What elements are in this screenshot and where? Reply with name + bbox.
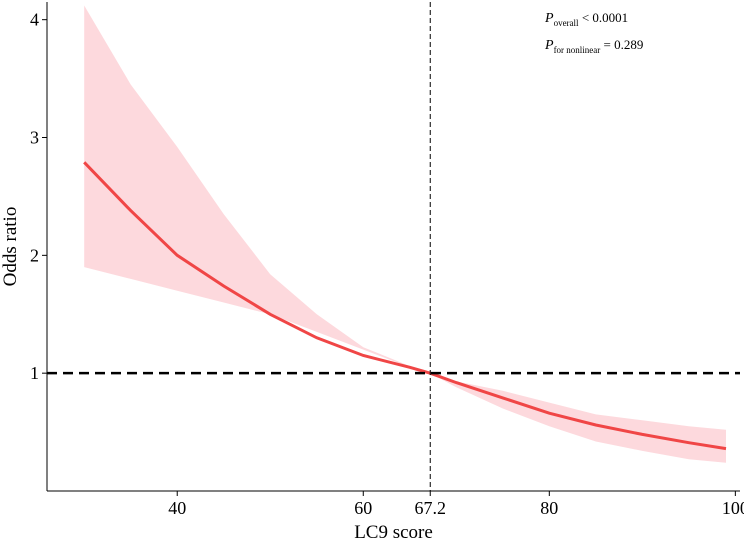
p-value-annotation: Pfor nonlinear = 0.289 <box>544 37 643 55</box>
x-tick-label: 67.2 <box>414 498 446 518</box>
x-tick-label: 100 <box>722 498 744 518</box>
y-tick-label: 3 <box>30 128 39 148</box>
p-value-annotation: Poverall < 0.0001 <box>544 10 628 28</box>
confidence-band <box>84 5 726 463</box>
odds-ratio-line <box>83 161 727 451</box>
y-tick-label: 4 <box>30 10 39 30</box>
x-axis-title: LC9 score <box>354 522 433 542</box>
x-tick-label: 80 <box>540 498 558 518</box>
x-tick-label: 40 <box>168 498 186 518</box>
x-tick-label: 60 <box>354 498 372 518</box>
y-tick-label: 2 <box>30 245 39 265</box>
y-axis-title: Odds ratio <box>0 207 21 287</box>
y-tick-label: 1 <box>30 363 39 383</box>
